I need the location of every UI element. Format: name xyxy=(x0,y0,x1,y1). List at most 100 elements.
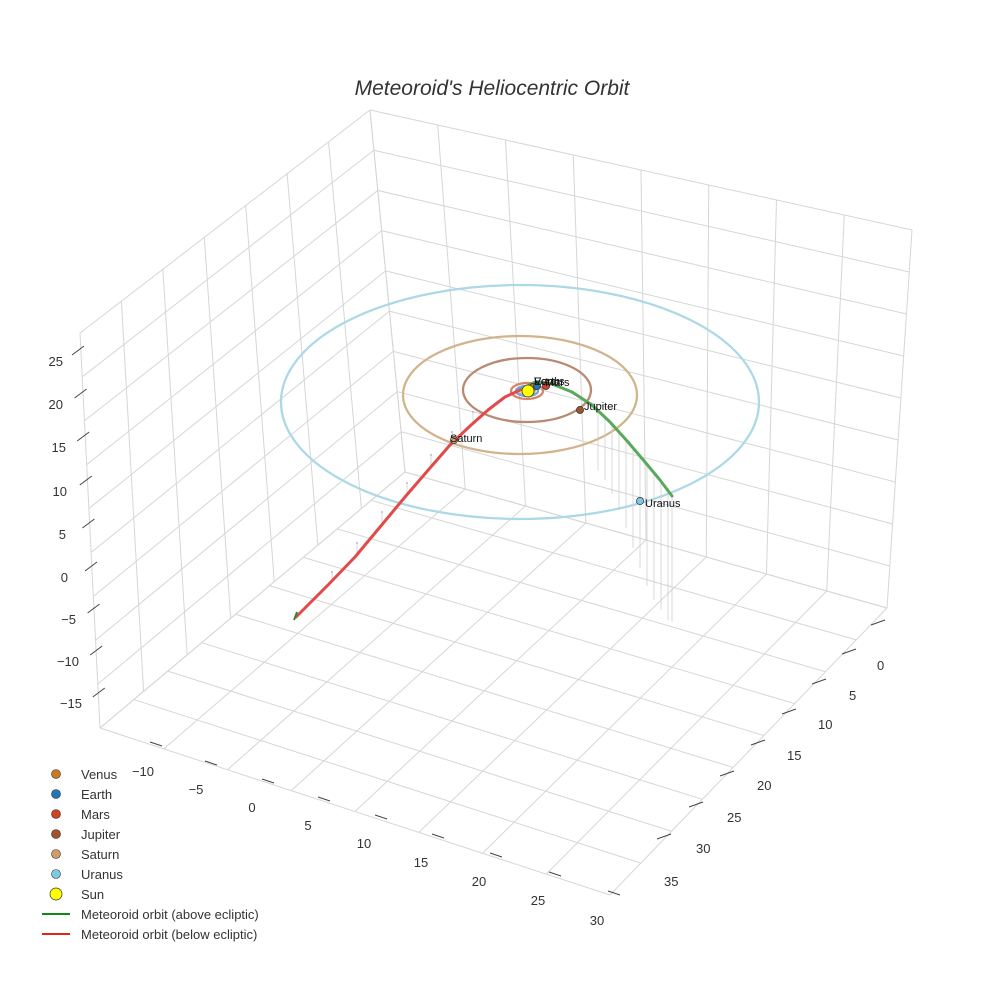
svg-text:Sun: Sun xyxy=(81,887,104,902)
z-tick-mark xyxy=(74,388,87,399)
z-tick-mark xyxy=(84,561,98,572)
z-tick-mark xyxy=(92,687,106,698)
label-venus: Venus xyxy=(534,376,565,388)
y-tick-mark xyxy=(781,708,797,715)
orbit-saturn xyxy=(401,334,639,456)
z-tick-mark xyxy=(89,645,103,656)
drop-lines xyxy=(331,411,673,622)
svg-text:35: 35 xyxy=(664,874,678,889)
grid-line xyxy=(370,499,857,641)
legend-item-jupiter: Jupiter xyxy=(51,827,121,842)
x-tick-label: 30 xyxy=(590,913,604,928)
x-tick-label: −5 xyxy=(189,782,204,797)
z-tick-mark xyxy=(79,475,93,486)
z-tick-label: 25 xyxy=(49,354,63,369)
grid-line xyxy=(93,350,394,597)
svg-text:Meteoroid orbit (above eclipti: Meteoroid orbit (above ecliptic) xyxy=(81,907,259,922)
z-tick-label: 10 xyxy=(53,484,67,499)
y-tick-mark xyxy=(750,739,766,746)
legend-item-mars: Mars xyxy=(51,807,110,822)
z-tick-mark xyxy=(76,431,90,442)
y-tick-mark xyxy=(656,833,672,840)
label-earth: Earth xyxy=(534,376,560,388)
svg-text:20: 20 xyxy=(472,874,486,889)
svg-text:−15: −15 xyxy=(60,696,82,711)
grid-line xyxy=(84,190,379,422)
grid-line xyxy=(377,189,907,315)
legend-item-earth: Earth xyxy=(51,787,112,802)
orbit-jupiter xyxy=(461,356,593,424)
legend: Venus Earth Mars Jupiter Saturn Uranus S… xyxy=(42,767,259,942)
planet-earth xyxy=(533,382,541,390)
meteoroid-orbit xyxy=(293,380,674,621)
z-tick-label: −5 xyxy=(61,612,76,627)
drop-point xyxy=(472,411,474,413)
drop-point xyxy=(451,431,453,433)
z-tick-mark xyxy=(82,518,95,529)
x-axis: −10 −5 0 5 10 15 20 25 30 xyxy=(132,764,604,928)
label-uranus: Uranus xyxy=(645,498,681,510)
label-mars: Mars xyxy=(545,377,570,389)
x-tick-label: 20 xyxy=(472,874,486,889)
svg-text:−5: −5 xyxy=(61,612,76,627)
x-tick-mark xyxy=(548,871,562,877)
grid-line xyxy=(290,522,587,791)
grid-line xyxy=(81,149,375,378)
legend-item-venus: Venus xyxy=(51,767,118,782)
svg-text:−10: −10 xyxy=(132,764,154,779)
meteoroid-below-ecliptic xyxy=(294,388,522,619)
grid-line xyxy=(328,141,362,509)
svg-text:Uranus: Uranus xyxy=(81,867,123,882)
grid-line xyxy=(572,154,587,524)
meteoroid-tail xyxy=(293,611,298,621)
y-tick-label: 35 xyxy=(664,874,678,889)
svg-text:25: 25 xyxy=(727,810,741,825)
x-tick-mark xyxy=(204,760,218,766)
grid-line xyxy=(505,139,526,507)
grid-planes xyxy=(71,109,913,896)
grid-line xyxy=(245,205,275,582)
x-tick-label: 0 xyxy=(248,800,255,815)
planet-labels: Venus Earth Mars Jupiter Saturn Uranus xyxy=(450,376,681,510)
svg-text:25: 25 xyxy=(531,893,545,908)
grid-line xyxy=(97,431,402,685)
label-jupiter: Jupiter xyxy=(584,401,617,413)
z-tick-label: 0 xyxy=(61,570,68,585)
z-tick-mark xyxy=(87,603,100,614)
svg-text:Mars: Mars xyxy=(81,807,110,822)
grid-line xyxy=(826,214,845,592)
svg-text:Saturn: Saturn xyxy=(81,847,119,862)
grid-line xyxy=(545,590,828,875)
svg-text:0: 0 xyxy=(877,658,884,673)
grid-line xyxy=(120,301,145,692)
x-tick-mark xyxy=(149,741,163,747)
svg-text:10: 10 xyxy=(357,836,371,851)
svg-text:0: 0 xyxy=(61,570,68,585)
svg-text:5: 5 xyxy=(849,688,856,703)
x-tick-mark xyxy=(317,796,331,802)
grid-line xyxy=(163,488,466,750)
x-tick-label: 25 xyxy=(531,893,545,908)
grid-line xyxy=(133,699,641,864)
grid-line xyxy=(389,310,899,441)
svg-text:−10: −10 xyxy=(57,654,79,669)
y-tick-label: 0 xyxy=(877,658,884,673)
x-tick-mark xyxy=(374,814,388,820)
drop-point xyxy=(381,511,383,513)
legend-item-sun: Sun xyxy=(49,887,104,902)
x-tick-label: 5 xyxy=(304,818,311,833)
grid-line xyxy=(404,471,888,609)
y-tick-label: 5 xyxy=(849,688,856,703)
svg-text:30: 30 xyxy=(590,913,604,928)
y-tick-label: 20 xyxy=(757,778,771,793)
grid-line xyxy=(162,269,188,655)
label-saturn: Saturn xyxy=(450,433,482,445)
svg-text:15: 15 xyxy=(52,440,66,455)
y-tick-mark xyxy=(841,648,857,655)
grid-line xyxy=(766,199,777,575)
grid-line xyxy=(705,184,710,558)
svg-text:10: 10 xyxy=(53,484,67,499)
svg-text:0: 0 xyxy=(248,800,255,815)
planet-orbits xyxy=(279,283,761,521)
